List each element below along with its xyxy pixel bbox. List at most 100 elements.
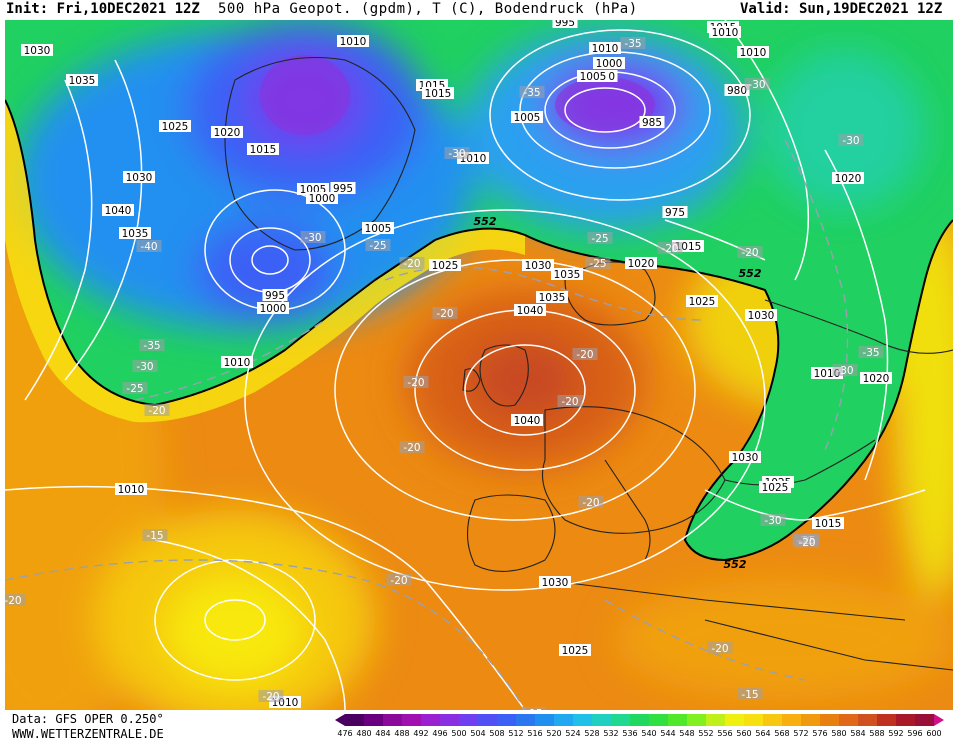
isobar-label: 1015 — [815, 518, 842, 530]
temperature-label-box — [365, 239, 391, 251]
isobar-label-box — [539, 576, 571, 588]
temperature-label: -30 — [136, 361, 153, 373]
isobar-label-box — [119, 227, 151, 239]
temperature-label-box — [521, 707, 547, 710]
colorbar-tick-label: 520 — [546, 729, 561, 738]
temperature-label: -30 — [764, 515, 781, 527]
isobar-label-box — [589, 42, 621, 54]
colorbar-tick-label: 600 — [926, 729, 941, 738]
isobar-label: 1020 — [835, 173, 862, 185]
isobar-label: 1010 — [340, 36, 367, 48]
colorbar-tick-label: 568 — [774, 729, 789, 738]
temperature-label-box — [132, 360, 158, 372]
isobar-label: 1005 — [514, 112, 541, 124]
colorbar-tick-label: 588 — [869, 729, 884, 738]
isobar-label-box — [709, 26, 741, 38]
colorbar-cell — [459, 714, 478, 726]
temperature-label: -20 — [582, 497, 599, 509]
colorbar-tick-label: 544 — [660, 729, 675, 738]
isobar-label-box — [422, 87, 454, 99]
temperature-label-box — [657, 242, 683, 254]
temperature-label-box — [737, 246, 763, 258]
temperature-label-box — [519, 86, 545, 98]
colorbar-tick-label: 576 — [812, 729, 827, 738]
isobar-label-box — [625, 257, 657, 269]
website-link[interactable]: WWW.WETTERZENTRALE.DE — [12, 727, 164, 741]
colorbar-tick-label: 500 — [451, 729, 466, 738]
temperature-label: -30 — [748, 79, 765, 91]
isobar-label-box — [511, 414, 543, 426]
isobar-label-box — [745, 309, 777, 321]
isobar-label-box — [559, 644, 591, 656]
isobar-label: 1025 — [562, 645, 589, 657]
isobar-label-box — [639, 116, 665, 128]
temperature-label: -20 — [661, 243, 678, 255]
temperature-label: -20 — [403, 258, 420, 270]
temperature-label-box — [5, 594, 26, 606]
colorbar-tick-label: 504 — [470, 729, 485, 738]
valid-time: Valid: Sun,19DEC2021 12Z — [740, 1, 943, 17]
isobar-label: 1000 — [260, 303, 287, 315]
isobar-label: 1030 — [24, 45, 51, 57]
isobar-label-box — [577, 70, 609, 82]
geopotential-label: 552 — [739, 267, 762, 280]
temperature-label: -30 — [836, 365, 853, 377]
temperature-label-box — [838, 134, 864, 146]
isobar-label-box — [247, 143, 279, 155]
colorbar-cell — [421, 714, 440, 726]
isobar-label: 1020 — [214, 127, 241, 139]
isobar-label: 1005 — [580, 71, 607, 83]
colorbar-cell — [497, 714, 516, 726]
colorbar-cell — [915, 714, 934, 726]
isobar-label-box — [729, 451, 761, 463]
isobar-label-box — [221, 356, 253, 368]
temperature-label-box — [744, 78, 770, 90]
isobar-label-box — [511, 111, 543, 123]
isobar-label-box — [662, 206, 688, 218]
colorbar-cell — [820, 714, 839, 726]
isobar-label-box — [262, 289, 288, 301]
temperature-label-box — [578, 496, 604, 508]
temperature-label-box — [707, 642, 733, 654]
temperature-label-box — [620, 37, 646, 49]
colorbar-cell — [896, 714, 915, 726]
temperature-label-box — [444, 147, 470, 159]
isobar-label-box — [211, 126, 243, 138]
colorbar-cell — [801, 714, 820, 726]
temperature-label: -25 — [369, 240, 386, 252]
colorbar-cell — [649, 714, 668, 726]
isobar-label-box — [257, 302, 289, 314]
colorbar-tick-label: 564 — [755, 729, 770, 738]
temperature-label: -20 — [798, 537, 815, 549]
isobar-label-box — [123, 171, 155, 183]
colorbar-cell — [858, 714, 877, 726]
isobar-label: 980 — [727, 85, 747, 97]
colorbar-cell — [345, 714, 364, 726]
colorbar-tick-label: 516 — [527, 729, 542, 738]
temperature-label-box — [142, 529, 168, 541]
colorbar-cell — [611, 714, 630, 726]
isotherms — [5, 139, 849, 710]
colorbar-tick-label: 528 — [584, 729, 599, 738]
isobar-label: 1025 — [762, 482, 789, 494]
colorbar-tick-label: 492 — [413, 729, 428, 738]
isobar-label-box — [724, 84, 750, 96]
colorbar-arrow-right — [934, 714, 944, 726]
isobar-label-box — [593, 57, 625, 69]
temperature-label-box — [386, 574, 412, 586]
isobar-label: 1030 — [748, 310, 775, 322]
temperature-label: -20 — [576, 349, 593, 361]
colorbar: 476 480 484 488 492 496 500 504 508 512 516 520 524 5… — [335, 714, 944, 738]
colorbar-cell — [402, 714, 421, 726]
colorbar-tick-label: 508 — [489, 729, 504, 738]
colorbar-cell — [516, 714, 535, 726]
isobar-label-box — [522, 259, 554, 271]
temperature-label: -25 — [589, 258, 606, 270]
isobar-label: 1020 — [863, 373, 890, 385]
colorbar-cell — [725, 714, 744, 726]
colorbar-cell — [554, 714, 573, 726]
isobar-label: 1005 — [365, 223, 392, 235]
isobar-label: 1010 — [592, 43, 619, 55]
temperature-label: -20 — [262, 691, 279, 703]
